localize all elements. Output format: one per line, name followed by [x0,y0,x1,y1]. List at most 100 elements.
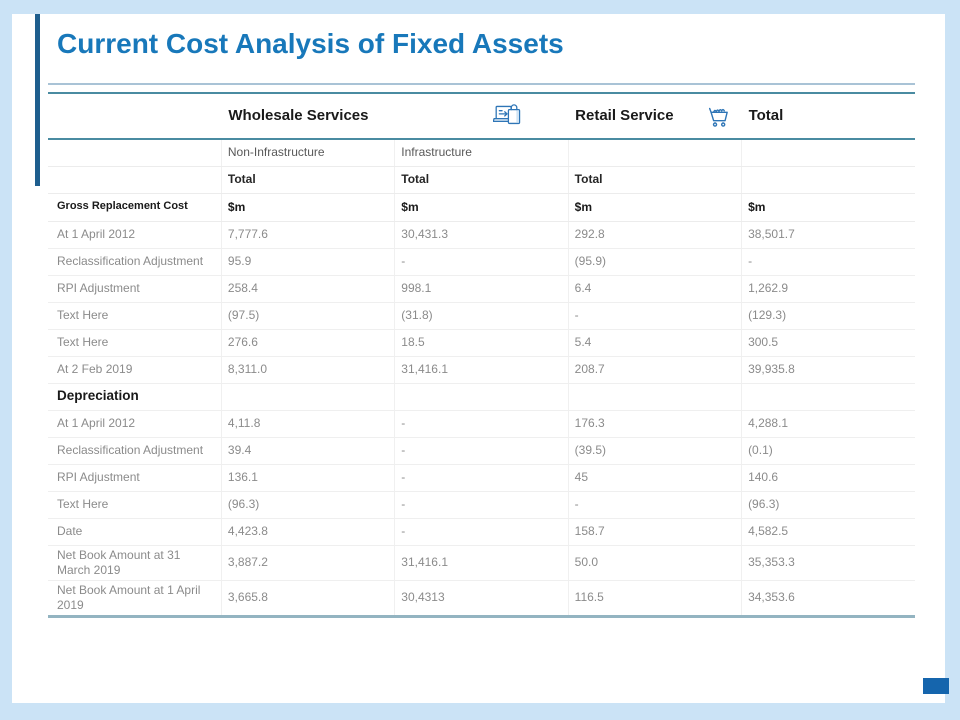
cell-value: 136.1 [220,464,395,492]
cell-value: 45 [567,464,742,492]
cell-value: 998.1 [394,275,569,303]
table-row: Net Book Amount at 1 April 2019 3,665.8 30… [48,580,915,618]
cell-value: 292.8 [567,221,742,249]
cell-value: 30,4313 [394,580,569,618]
shopping-cart-icon [705,102,733,130]
unit-cell: $m [394,193,569,222]
cell-value: 4,11.8 [220,410,395,438]
total-sub-header: Total [220,166,395,194]
row-label: Text Here [48,302,222,330]
row-label: RPI Adjustment [48,464,222,492]
cell-value: 5.4 [567,329,742,357]
cell-value: 276.6 [220,329,395,357]
cell-value: 31,416.1 [394,356,569,384]
cell-value: 176.3 [567,410,742,438]
header-cell-retail: Retail Service [567,92,742,140]
sub-header-empty [567,139,742,167]
cell-value: 4,423.8 [220,518,395,546]
cell-value: 6.4 [567,275,742,303]
table-row: Net Book Amount at 31 March 2019 3,887.2 3… [48,545,915,581]
cell-value: 95.9 [220,248,395,276]
cell-value: - [394,248,569,276]
cell-value [741,383,915,411]
table-row: At 1 April 2012 4,11.8-176.3 4,288.1 [48,410,915,438]
table-row: Text Here (97.5) (31.8) - (129.3) [48,302,915,330]
cell-value: 31,416.1 [394,545,569,581]
cell-value: - [394,410,569,438]
row-label: Text Here [48,329,222,357]
table-row: Text Here (96.3) - - (96.3) [48,491,915,519]
row-label: Text Here [48,491,222,519]
cell-value: 35,353.3 [741,545,915,581]
cell-value: 4,582.5 [741,518,915,546]
column-header-retail-label: Retail Service [575,106,674,124]
column-header-wholesale-label: Wholesale Services [228,106,369,124]
cell-value: 7,777.6 [220,221,395,249]
row-label: At 1 April 2012 [48,410,222,438]
cell-value: (95.9) [567,248,742,276]
cell-value: (129.3) [741,302,915,330]
cell-value: (0.1) [741,437,915,465]
sub-header-empty [48,139,222,167]
section-label-gross-replacement-cost: Gross Replacement Cost [48,193,222,222]
cell-value: 3,887.2 [220,545,395,581]
cell-value: - [394,464,569,492]
total-sub-header-row: Total Total Total [48,166,915,194]
cost-analysis-table: Wholesale Services [48,92,915,618]
column-header-total-label: Total [748,106,784,124]
cell-value [394,383,569,411]
cell-value: 30,431.3 [394,221,569,249]
cell-value [220,383,395,411]
unit-cell: $m [220,193,395,222]
header-cell-total: Total [740,92,915,140]
table-row: At 1 April 2012 7,777.6 30,431.3 292.8 38,50… [48,221,915,249]
cell-value: 39,935.8 [741,356,915,384]
cell-value: 208.7 [567,356,742,384]
row-label: RPI Adjustment [48,275,222,303]
header-corner-cell [48,92,222,140]
row-label: Reclassification Adjustment [48,437,222,465]
cell-value: 3,665.8 [220,580,395,618]
cell-value: - [567,302,742,330]
table-row: Date 4,423.8-158.7 4,582.5 [48,518,915,546]
cell-value: 18.5 [394,329,569,357]
cell-value: (97.5) [220,302,395,330]
cell-value: (96.3) [220,491,395,519]
cell-value: 300.5 [741,329,915,357]
table-row: RPI Adjustment 258.4 998.1 6.4 1,262.9 [48,275,915,303]
table-row: At 2 Feb 2019 8,311.0 31,416.1 208.7 39,935.… [48,356,915,384]
cell-value: - [567,491,742,519]
cell-value: - [741,248,915,276]
cell-value: (39.5) [567,437,742,465]
sub-header-row: Non-Infrastructure Infrastructure [48,139,915,167]
unit-cell: $m [741,193,915,222]
cell-value: 34,353.6 [741,580,915,618]
table-row: Text Here 276.6 18.5 5.4 300.5 [48,329,915,357]
unit-cell: $m [567,193,742,222]
total-sub-header: Total [394,166,569,194]
cell-value: 258.4 [220,275,395,303]
slide-canvas: Current Cost Analysis of Fixed Assets Wh… [12,14,949,703]
row-label: At 1 April 2012 [48,221,222,249]
cell-value: (96.3) [741,491,915,519]
row-label: Net Book Amount at 31 March 2019 [48,545,222,581]
cell-value: 38,501.7 [741,221,915,249]
cell-value: 39.4 [220,437,395,465]
cell-value: 1,262.9 [741,275,915,303]
row-label: Depreciation [48,383,222,411]
unit-row: Gross Replacement Cost $m $m $m $m [48,193,915,222]
cell-value: 158.7 [567,518,742,546]
cell-value: (31.8) [394,302,569,330]
footer-accent-block [923,678,949,694]
header-cell-wholesale: Wholesale Services [220,92,569,140]
row-label: Net Book Amount at 1 April 2019 [48,580,222,618]
row-label: Date [48,518,222,546]
cell-value: - [394,491,569,519]
title-underline [48,83,915,85]
table-row: Reclassification Adjustment 95.9- (95.9) - [48,248,915,276]
cell-value: 116.5 [567,580,742,618]
section-header-row: Depreciation [48,383,915,411]
cell-value: 4,288.1 [741,410,915,438]
laptop-shopping-bag-icon [493,101,527,131]
sub-header-non-infrastructure: Non-Infrastructure [220,139,395,167]
